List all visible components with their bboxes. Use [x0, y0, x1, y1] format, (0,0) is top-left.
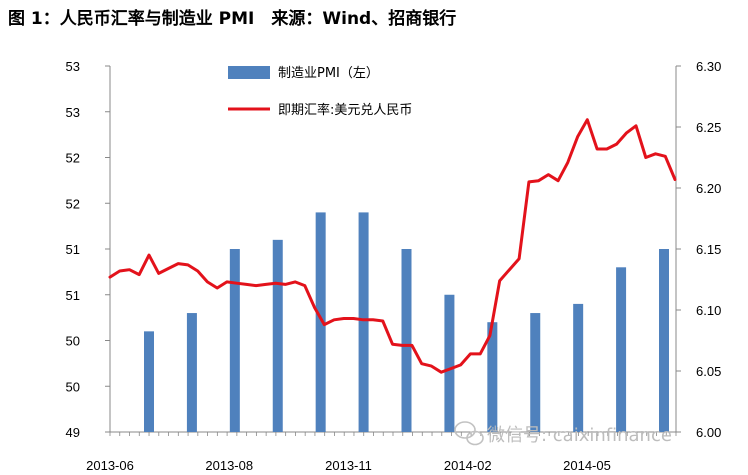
- pmi-bar: [530, 313, 541, 432]
- fx-line-layer: [108, 118, 677, 374]
- pmi-bar: [229, 249, 240, 432]
- left-tick-label: 52: [66, 196, 80, 211]
- pmi-bar: [444, 294, 455, 432]
- pmi-bar: [186, 313, 197, 432]
- pmi-bar: [315, 212, 326, 432]
- pmi-bar: [659, 249, 669, 432]
- watermark: 微信号: caixinfinance: [454, 421, 672, 446]
- left-axis-ticks: 49 50 50 51 51 52 52 53 53: [66, 59, 110, 440]
- right-axis-ticks: 6.00 6.05 6.10 6.15 6.20 6.25 6.30: [676, 59, 721, 440]
- left-tick-label: 53: [66, 105, 80, 120]
- chart-title: 图 1：人民币汇率与制造业 PMI 来源：Wind、招商银行: [8, 8, 456, 29]
- x-tick-label: 2013-06: [86, 458, 134, 473]
- legend-label-fx: 即期汇率:美元兑人民币: [278, 102, 412, 118]
- left-tick-label: 50: [66, 379, 80, 394]
- fx-rate-line: [108, 118, 677, 374]
- left-tick-label: 51: [66, 288, 80, 303]
- right-tick-label: 6.25: [696, 120, 721, 135]
- right-tick-label: 6.15: [696, 242, 721, 257]
- right-tick-label: 6.05: [696, 364, 721, 379]
- wechat-logo-icon: [454, 421, 484, 446]
- x-tick-label: 2014-02: [444, 458, 492, 473]
- left-tick-label: 52: [66, 151, 80, 166]
- pmi-bars: [144, 212, 669, 432]
- right-tick-label: 6.00: [696, 425, 721, 440]
- left-tick-label: 53: [66, 59, 80, 74]
- right-tick-label: 6.20: [696, 181, 721, 196]
- pmi-bar: [144, 331, 154, 432]
- x-tick-label: 2014-05: [563, 458, 611, 473]
- x-axis-labels: 2013-06 2013-08 2013-11 2014-02 2014-05: [86, 458, 611, 473]
- left-tick-label: 51: [66, 242, 80, 257]
- x-axis-minor-ticks: [109, 432, 677, 436]
- legend: 制造业PMI（左） 即期汇率:美元兑人民币: [228, 66, 412, 118]
- legend-swatch-pmi: [228, 66, 270, 79]
- legend-label-pmi: 制造业PMI（左）: [278, 66, 379, 81]
- pmi-bar: [487, 322, 498, 432]
- pmi-bar: [616, 267, 627, 432]
- pmi-bar: [272, 239, 283, 432]
- left-tick-label: 50: [66, 334, 80, 349]
- pmi-bar: [358, 212, 369, 432]
- right-tick-label: 6.30: [696, 59, 721, 74]
- x-tick-label: 2013-11: [325, 458, 372, 473]
- left-tick-label: 49: [66, 425, 80, 440]
- right-tick-label: 6.10: [696, 303, 721, 318]
- pmi-bar: [573, 303, 584, 432]
- watermark-text: 微信号: caixinfinance: [487, 425, 672, 446]
- pmi-bar: [401, 249, 412, 432]
- x-tick-label: 2013-08: [205, 458, 253, 473]
